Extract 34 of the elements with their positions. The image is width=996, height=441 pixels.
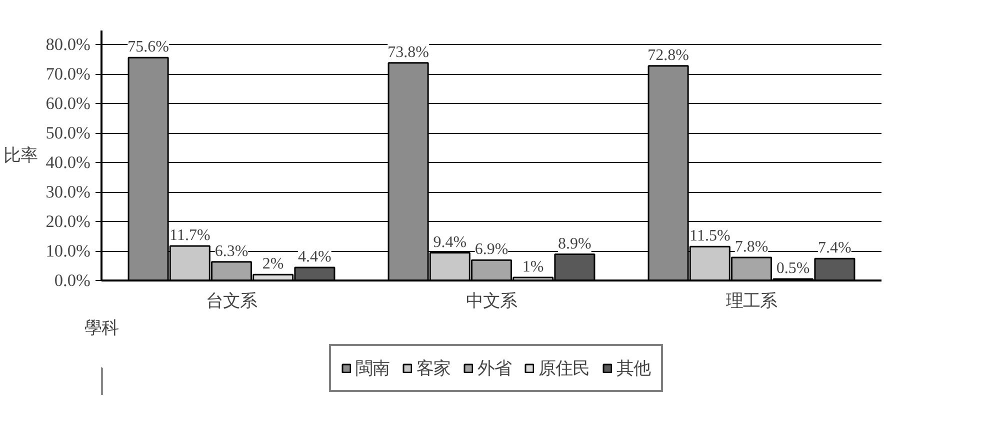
y-tick-label: 20.0% bbox=[46, 212, 91, 232]
y-tick-label: 40.0% bbox=[46, 153, 91, 172]
legend-label: 其他 bbox=[616, 358, 650, 380]
x-tick-label: 台文系 bbox=[206, 292, 257, 310]
data-label: 6.9% bbox=[474, 241, 508, 258]
x-tick-label: 理工系 bbox=[726, 292, 777, 310]
data-label: 72.8% bbox=[648, 46, 689, 64]
legend-label: 外省 bbox=[478, 358, 512, 380]
x-axis-title: 學科 bbox=[84, 318, 118, 338]
data-label: 0.5% bbox=[776, 260, 810, 278]
data-label: 11.7% bbox=[170, 227, 210, 244]
legend-label: 閩南 bbox=[356, 358, 390, 380]
y-tick-label: 50.0% bbox=[46, 124, 91, 143]
data-label: 4.4% bbox=[298, 248, 332, 266]
data-label: 7.8% bbox=[734, 238, 768, 256]
data-label: 1% bbox=[522, 258, 544, 276]
data-label: 2% bbox=[262, 256, 284, 273]
y-tick-label: 10.0% bbox=[46, 242, 91, 261]
y-tick-label: 0.0% bbox=[54, 271, 91, 290]
data-label: 7.4% bbox=[818, 240, 852, 257]
data-label: 9.4% bbox=[433, 234, 467, 251]
data-label: 11.5% bbox=[690, 228, 730, 245]
y-tick-label: 70.0% bbox=[46, 64, 91, 84]
data-label: 6.3% bbox=[214, 242, 248, 260]
data-label: 8.9% bbox=[558, 235, 592, 252]
data-label: 73.8% bbox=[388, 44, 429, 61]
legend-label: 客家 bbox=[416, 358, 450, 380]
y-tick-label: 60.0% bbox=[46, 94, 91, 114]
y-axis-title: 比率 bbox=[4, 146, 38, 165]
y-tick-label: 80.0% bbox=[46, 35, 91, 54]
data-label: 75.6% bbox=[128, 38, 169, 56]
x-tick-label: 中文系 bbox=[466, 292, 517, 310]
y-tick-label: 30.0% bbox=[46, 182, 91, 202]
legend-label: 原住民 bbox=[538, 358, 590, 380]
